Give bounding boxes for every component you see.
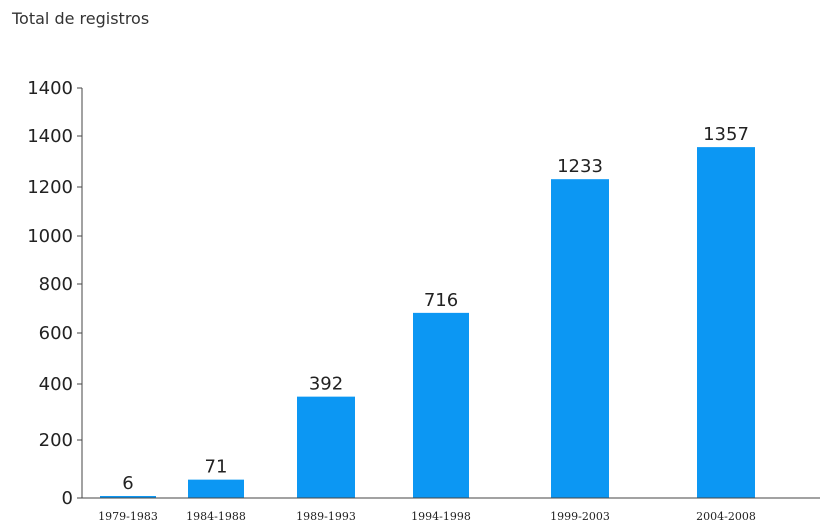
x-category-label: 1999-2003 [550,510,610,523]
y-tick-label: 600 [39,323,73,344]
x-category-label: 1984-1988 [186,510,246,523]
bar [697,147,755,498]
bar [188,479,244,498]
y-tick-label: 1200 [27,177,73,198]
chart-title: Total de registros [12,9,150,28]
y-tick-label: 0 [62,488,73,509]
bar [297,396,355,498]
bar-value-label: 1357 [703,124,749,145]
bar-value-label: 392 [309,374,343,395]
bar-value-label: 6 [122,473,133,494]
x-category-label: 1979-1983 [98,510,158,523]
x-category-label: 1989-1993 [296,510,356,523]
y-tick-label: 400 [39,374,73,395]
bar-value-label: 1233 [557,156,603,177]
bar [100,496,156,498]
x-axis: 1979-1983 1984-1988 1989-1993 1994-1998 1999… [82,497,820,523]
y-tick-label: 1400 [27,126,73,147]
y-tick-label: 1000 [27,226,73,247]
x-category-label: 2004-2008 [696,510,756,523]
bar [551,179,609,498]
bar-value-label: 716 [424,290,458,311]
x-category-label: 1994-1998 [411,510,471,523]
bar [413,312,469,498]
y-tick-label: 1400 [27,78,73,99]
y-tick-label: 800 [39,274,73,295]
y-axis: 0 200 400 600 800 1000 1200 1400 1400 [27,78,83,509]
bars: 6 71 392 716 1233 1357 [100,124,755,498]
y-tick-label: 200 [39,430,73,451]
bar-value-label: 71 [205,457,228,478]
